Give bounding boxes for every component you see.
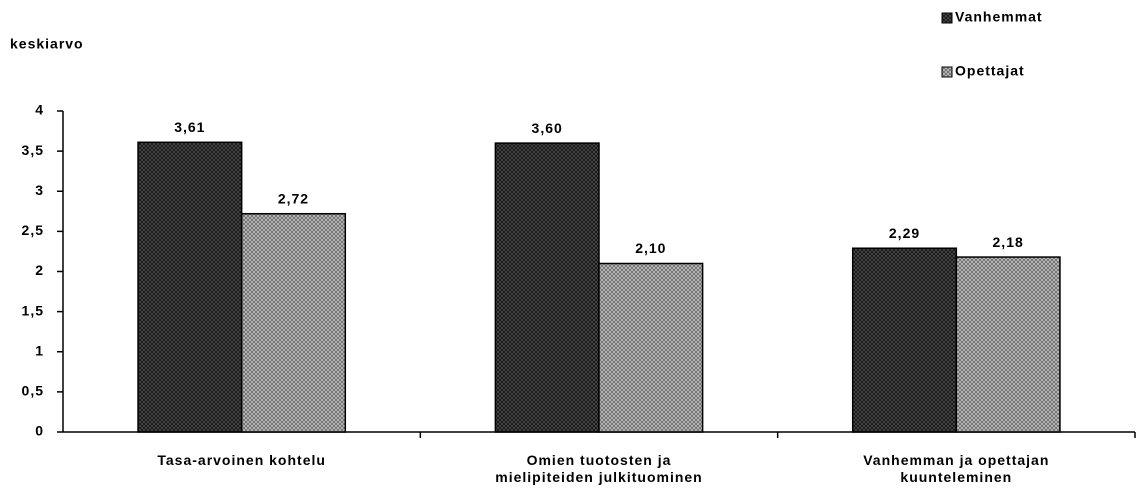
legend-swatch bbox=[941, 12, 953, 24]
bar bbox=[494, 142, 600, 433]
y-tick-label: 0,5 bbox=[22, 383, 44, 399]
bar bbox=[598, 262, 704, 433]
value-label: 2,72 bbox=[278, 190, 309, 206]
y-tick-label: 4 bbox=[35, 102, 44, 118]
bar bbox=[137, 141, 243, 433]
legend-label: Vanhemmat bbox=[955, 9, 1043, 25]
bar bbox=[851, 247, 958, 433]
legend-swatch bbox=[941, 66, 953, 78]
value-label: 2,10 bbox=[635, 240, 666, 256]
y-tick-label: 2,5 bbox=[22, 222, 44, 238]
x-tick-label: Omien tuotosten ja mielipiteiden julkitu… bbox=[495, 452, 703, 485]
legend-label: Opettajat bbox=[955, 63, 1025, 79]
bar bbox=[240, 212, 347, 433]
bar bbox=[955, 256, 1061, 433]
value-label: 2,18 bbox=[993, 234, 1024, 250]
value-label: 3,61 bbox=[174, 119, 205, 135]
y-tick-label: 3 bbox=[35, 182, 44, 198]
x-tick-label: Tasa-arvoinen kohtelu bbox=[157, 452, 326, 468]
y-tick-label: 1 bbox=[35, 342, 44, 358]
y-tick-label: 3,5 bbox=[22, 142, 44, 158]
y-axis-title: keskiarvo bbox=[10, 36, 84, 52]
y-tick-label: 1,5 bbox=[22, 302, 44, 318]
y-tick-label: 0 bbox=[35, 423, 44, 439]
value-label: 3,60 bbox=[532, 120, 563, 136]
x-tick-label: Vanhemman ja opettajan kuunteleminen bbox=[863, 452, 1050, 485]
value-label: 2,29 bbox=[889, 225, 920, 241]
y-tick-label: 2 bbox=[35, 262, 44, 278]
